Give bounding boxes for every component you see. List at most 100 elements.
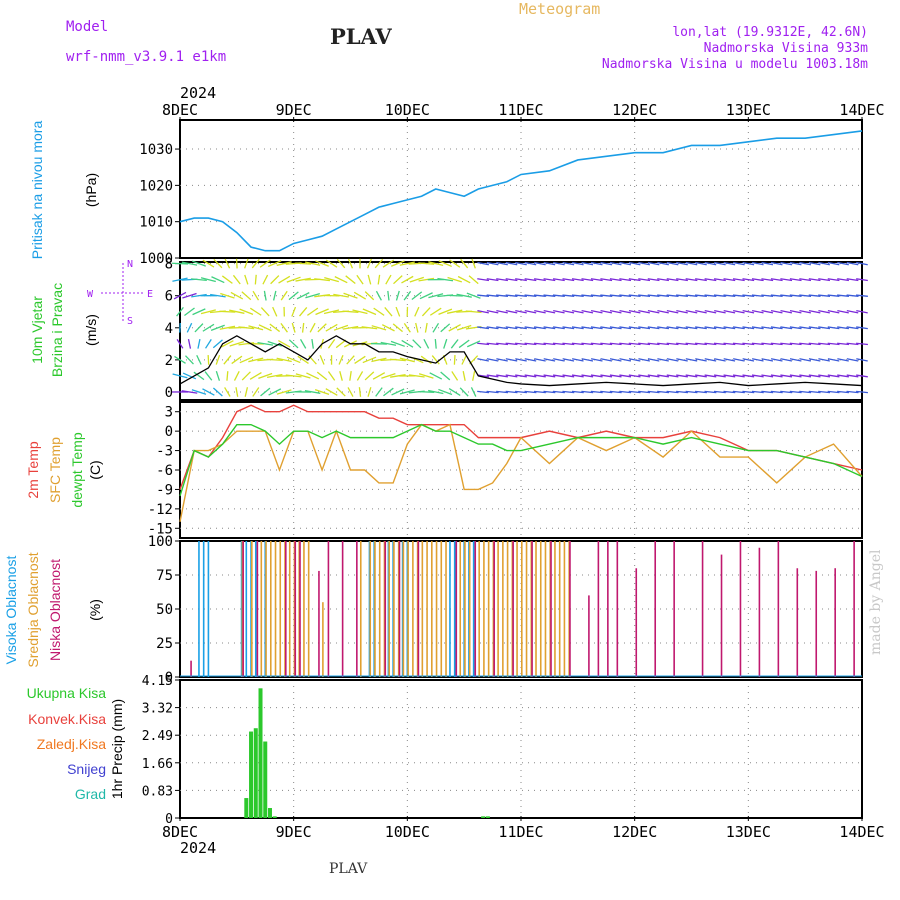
- wind-arrow: [505, 261, 518, 266]
- x-tick-label-top: 11DEC: [498, 101, 543, 119]
- y-tick-label: 2: [165, 353, 173, 369]
- wind-arrow: [356, 371, 364, 381]
- wind-arrow: [695, 358, 707, 362]
- precip-bar: [485, 816, 490, 818]
- wind-arrow: [846, 294, 859, 297]
- wind-arrow: [244, 387, 249, 397]
- wind-arrow: [628, 294, 641, 297]
- wind-arrow: [676, 358, 688, 362]
- wind-arrow: [515, 374, 527, 378]
- wind-arrow: [477, 326, 490, 330]
- wind-arrow: [543, 390, 556, 394]
- precip-bar: [267, 808, 272, 818]
- wind-arrow: [818, 390, 831, 394]
- wind-arrow: [367, 274, 372, 285]
- y-tick-label: 0: [165, 812, 173, 827]
- wind-arrow: [215, 354, 221, 365]
- y-tick-label: 4: [165, 321, 173, 337]
- wind-arrow: [685, 374, 698, 378]
- wind-arrow: [609, 309, 622, 314]
- wind-arrow: [562, 309, 575, 314]
- wind-arrow: [647, 390, 660, 394]
- wind-arrow: [470, 387, 477, 397]
- wind-arrow: [496, 309, 508, 314]
- wind-arrow: [280, 290, 288, 301]
- wind-arrow: [770, 390, 783, 394]
- wind-arrow: [202, 259, 215, 268]
- wind-arrow: [571, 294, 584, 297]
- wind-arrow: [446, 294, 463, 297]
- wind-arrow: [761, 390, 774, 394]
- wind-arrow: [534, 326, 546, 330]
- y-tick-label: -3: [156, 444, 173, 460]
- wind-arrow: [676, 390, 689, 394]
- wind-arrow: [581, 390, 594, 394]
- y-tick-label: 100: [148, 534, 173, 550]
- wind-arrow: [751, 390, 764, 394]
- wind-arrow: [799, 358, 811, 362]
- wind-arrow: [399, 357, 415, 363]
- wind-arrow: [288, 291, 299, 301]
- wind-arrow: [808, 326, 821, 330]
- wind-arrow: [856, 278, 868, 282]
- wind-arrow: [327, 339, 336, 349]
- wind-arrow: [789, 278, 802, 282]
- wind-arrow: [799, 309, 811, 314]
- wind-arrow: [704, 358, 717, 362]
- wind-arrow: [647, 374, 660, 378]
- wind-arrow: [190, 278, 207, 282]
- wind-arrow: [789, 326, 802, 330]
- wind-arrow: [276, 357, 292, 363]
- wind-arrow: [429, 372, 443, 380]
- wind-arrow: [263, 290, 267, 301]
- wind-arrow: [685, 309, 698, 314]
- wind-arrow: [619, 390, 632, 394]
- wind-arrow: [600, 261, 613, 266]
- wind-arrow: [770, 309, 783, 314]
- wind-arrow: [751, 261, 764, 266]
- wind-arrow: [428, 293, 444, 299]
- wind-arrow: [799, 294, 812, 297]
- wind-arrow: [770, 358, 783, 362]
- wind-arrow: [761, 342, 774, 346]
- precip-legend-5: Grad: [75, 786, 106, 802]
- wind-arrow: [399, 261, 415, 266]
- wind-arrow: [609, 326, 622, 330]
- wind-arrow: [219, 310, 236, 313]
- wind-arrow: [257, 341, 274, 346]
- station-title: PLAV: [330, 24, 392, 49]
- wind-arrow: [524, 326, 537, 330]
- precip-legend-4: Snijeg: [67, 761, 106, 777]
- wind-arrow: [856, 390, 868, 394]
- wind-arrow: [468, 275, 479, 285]
- wind-arrow: [666, 390, 679, 394]
- precip-bar: [258, 688, 263, 818]
- wind-arrow: [496, 342, 509, 346]
- wind-arrow: [446, 309, 463, 314]
- wind-arrow: [301, 322, 305, 333]
- wind-arrow: [799, 326, 812, 330]
- wind-arrow: [808, 294, 821, 297]
- y-tick-label: 0: [165, 385, 173, 401]
- wind-arrow: [211, 276, 225, 284]
- wind-arrow: [818, 309, 830, 314]
- wind-arrow: [657, 342, 670, 346]
- wind-arrow: [371, 325, 387, 331]
- wind-arrow: [638, 294, 651, 297]
- wind-arrow: [590, 326, 603, 330]
- wind-arrow: [212, 387, 223, 397]
- wind-arrow: [352, 309, 368, 315]
- wind-arrow: [295, 277, 311, 282]
- wind-arrow: [808, 374, 821, 378]
- wind-arrow: [272, 290, 277, 301]
- wind-arrow: [286, 276, 301, 283]
- panel-frame-5: [179, 679, 863, 819]
- wind-arrow: [581, 261, 594, 266]
- temp-axis-name-3: dewpt Temp: [69, 432, 85, 507]
- wind-arrow: [723, 326, 736, 330]
- wind-arrow: [562, 294, 575, 297]
- wind-arrow: [334, 276, 348, 284]
- wind-arrow: [314, 388, 330, 395]
- wind-arrow: [224, 258, 231, 269]
- wind-arrow: [229, 309, 245, 314]
